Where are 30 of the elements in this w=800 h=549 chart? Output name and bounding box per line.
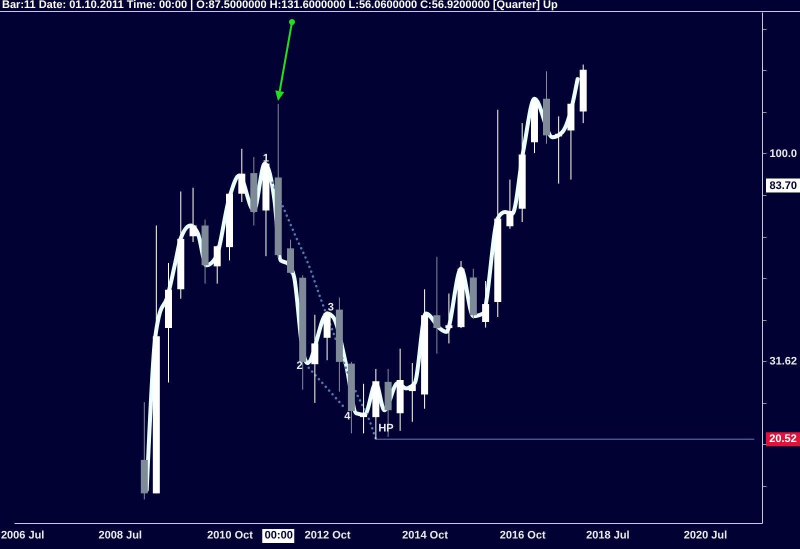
- candlestick: [433, 256, 440, 354]
- annotation: 4: [344, 410, 352, 422]
- x-tick-label: 2008 Jul: [98, 530, 142, 542]
- candlestick: [555, 116, 562, 184]
- candlestick: [506, 179, 514, 230]
- annotation: 2: [296, 360, 303, 372]
- annotation: 1: [262, 152, 270, 164]
- x-tick-label: 2020 Jul: [684, 530, 728, 542]
- series-label: 20.52: [769, 433, 797, 446]
- candlestick: [482, 280, 490, 328]
- x-tick-label: 2018 Jul: [586, 530, 630, 542]
- x-tick-label: 00:00: [264, 530, 293, 542]
- candlestick: [214, 245, 221, 284]
- candlestick: [408, 362, 416, 422]
- annotation: 3: [328, 301, 334, 314]
- candlestick: [360, 383, 368, 434]
- candlestick: [445, 293, 452, 344]
- line-series: [271, 182, 378, 440]
- chart-title: Bar:11 Date: 01.10.2011 Time: 00:00 | O:87.5000000 H:131.6000000 L:56.0600000 C:56.9200000 [Quarter] Up: [2, 0, 558, 11]
- y-tick-label: 100.0: [770, 148, 798, 160]
- candlestick: [311, 314, 318, 404]
- x-tick-label: 2006 Jul: [0, 530, 44, 542]
- x-tick-label: 2012 Oct: [304, 530, 351, 542]
- y-tick-label: 83.70: [770, 180, 798, 192]
- x-tick-label: 2010 Oct: [207, 530, 254, 542]
- x-tick-label: 2016 Oct: [500, 530, 546, 542]
- y-tick-label: 31.62: [770, 356, 798, 368]
- candlestick: [238, 148, 246, 203]
- candlestick: [190, 187, 197, 243]
- x-tick-label: 2014 Oct: [402, 530, 448, 542]
